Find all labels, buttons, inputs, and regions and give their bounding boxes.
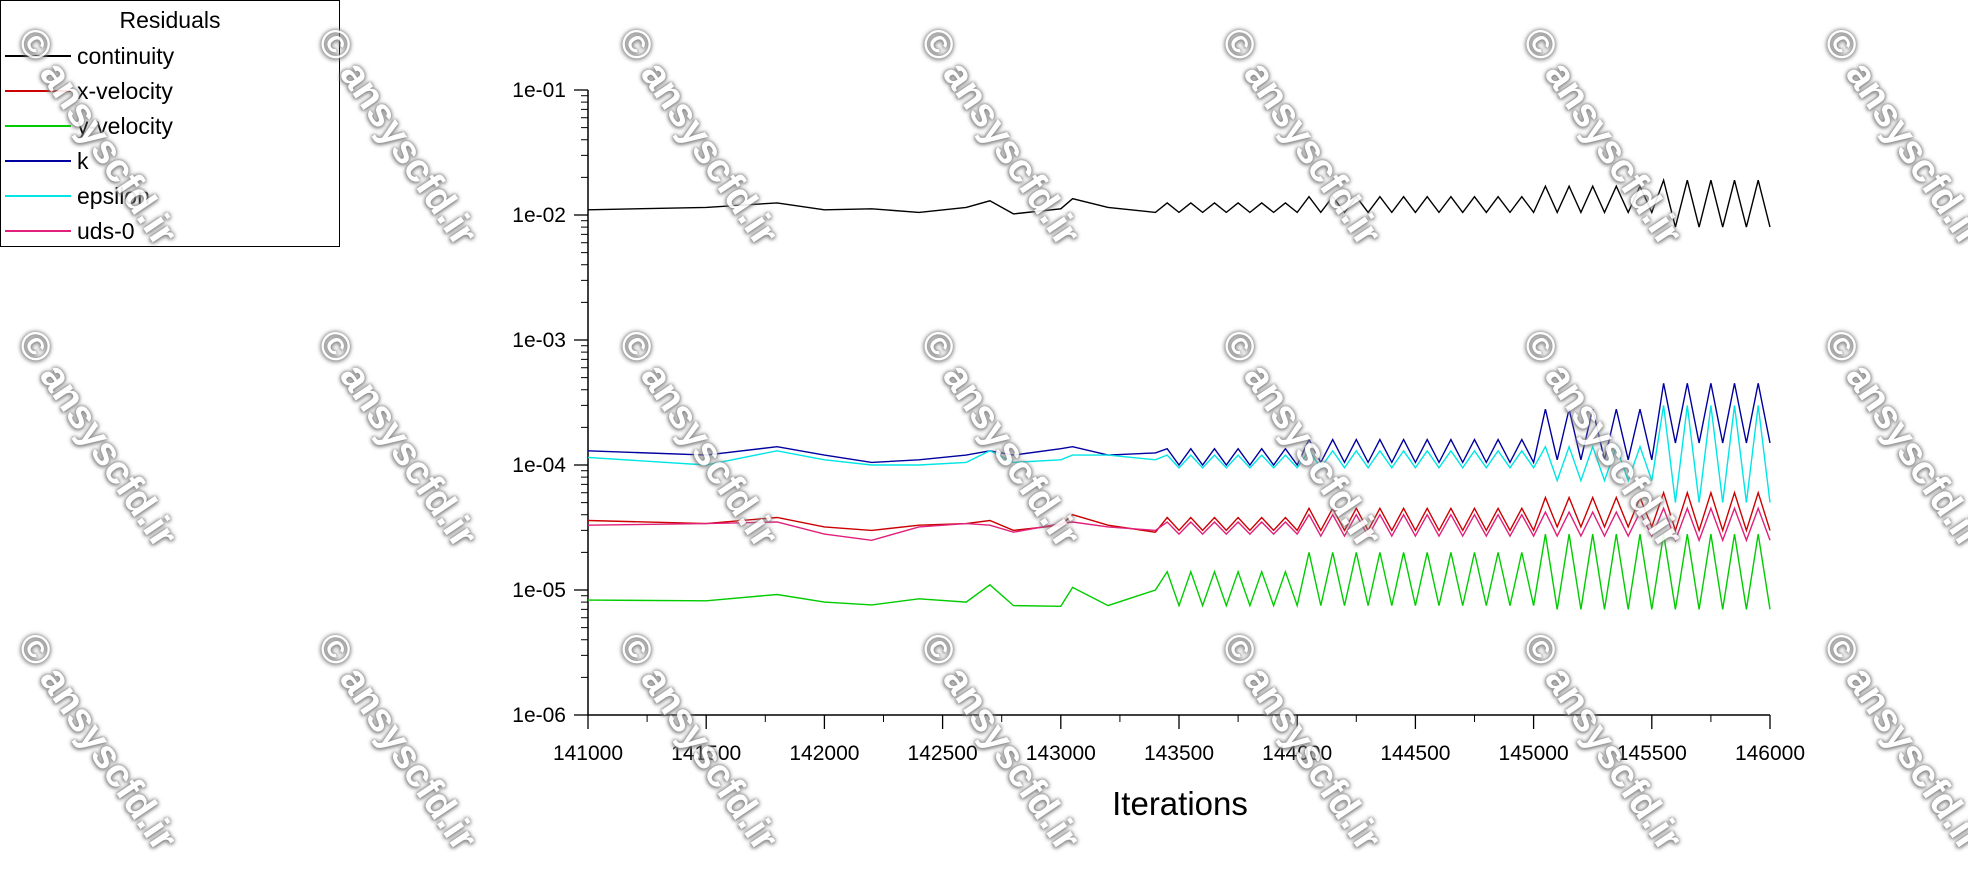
legend-swatch <box>5 195 71 197</box>
x-tick-label: 142000 <box>789 742 859 765</box>
legend-label: continuity <box>77 42 175 69</box>
x-tick-label: 145500 <box>1617 742 1687 765</box>
axes: 1e-01 1e-02 1e-03 1e-04 1e-05 1e-06 141000 1415… <box>512 79 1805 765</box>
legend-swatch <box>5 90 71 92</box>
y-tick-label: 1e-02 <box>512 204 566 227</box>
x-tick-label: 144000 <box>1262 742 1332 765</box>
series-line-k <box>587 383 1771 467</box>
series-line-uds-0 <box>587 506 1771 543</box>
x-axis-label: Iterations <box>1112 785 1248 822</box>
x-tick-label: 143500 <box>1144 742 1214 765</box>
x-tick-label: 141500 <box>671 742 741 765</box>
x-tick-label: 144500 <box>1380 742 1450 765</box>
series-line-x-velocity <box>587 490 1771 533</box>
legend-label: x-velocity <box>77 77 173 104</box>
series-line-y-velocity <box>587 533 1771 610</box>
legend-item-k: k <box>5 146 89 176</box>
x-tick-label: 145000 <box>1499 742 1569 765</box>
x-tick-label: 141000 <box>553 742 623 765</box>
legend-title: Residuals <box>119 7 221 33</box>
legend-item-epsilon: epsilon <box>5 181 150 211</box>
legend-item-uds-0: uds-0 <box>5 216 135 246</box>
series-lines <box>587 177 1771 610</box>
x-tick-label: 142500 <box>908 742 978 765</box>
legend-label: uds-0 <box>77 217 135 244</box>
y-tick-label: 1e-03 <box>512 329 566 352</box>
legend-label: epsilon <box>77 182 150 209</box>
legend-label: y-velocity <box>77 112 173 139</box>
y-tick-label: 1e-05 <box>512 579 566 602</box>
x-tick-label: 143000 <box>1026 742 1096 765</box>
legend-swatch <box>5 230 71 232</box>
series-line-epsilon <box>587 405 1771 503</box>
y-tick-label: 1e-06 <box>512 704 566 727</box>
legend-item-y-velocity: y-velocity <box>5 111 173 141</box>
legend-swatch <box>5 55 71 57</box>
legend-label: k <box>77 147 89 174</box>
y-tick-label: 1e-01 <box>512 79 566 102</box>
legend-swatch <box>5 125 71 127</box>
legend-swatch <box>5 160 71 162</box>
legend-item-continuity: continuity <box>5 41 174 71</box>
y-tick-label: 1e-04 <box>512 454 566 477</box>
legend: Residuals continuity x-velocity y-velocity… <box>0 0 340 247</box>
x-tick-label: 146000 <box>1735 742 1805 765</box>
series-line-continuity <box>587 177 1771 228</box>
legend-item-x-velocity: x-velocity <box>5 76 173 106</box>
